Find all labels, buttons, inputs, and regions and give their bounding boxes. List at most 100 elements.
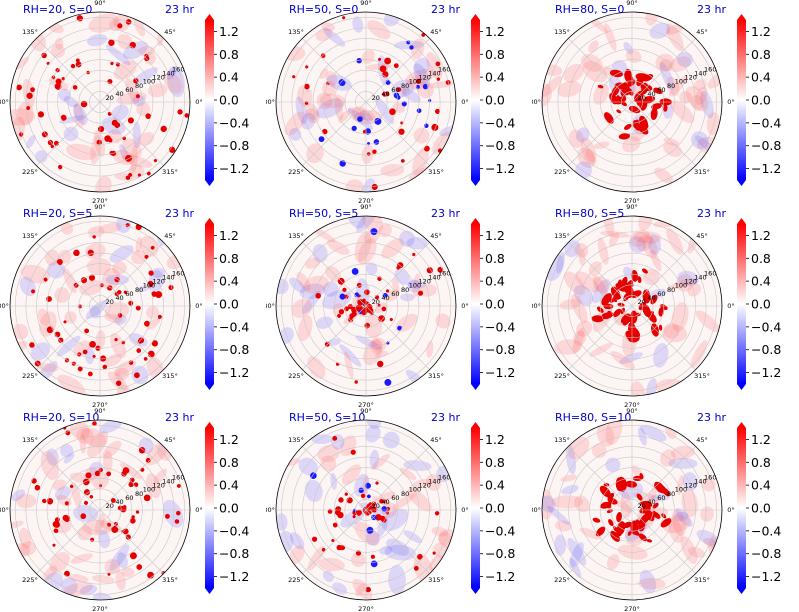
colorbar-gradient xyxy=(471,20,480,180)
field-cells xyxy=(542,420,720,594)
angle-tick-label: 270° xyxy=(92,197,108,204)
field-blob xyxy=(52,479,67,491)
convective-cell xyxy=(135,510,140,514)
convective-cell xyxy=(73,249,80,257)
convective-cell xyxy=(71,361,76,366)
angle-tick-label: 225° xyxy=(288,372,304,380)
convective-cell xyxy=(422,83,429,90)
convective-cell xyxy=(436,77,441,81)
convective-cell xyxy=(342,287,347,292)
convective-cell xyxy=(636,493,643,501)
convective-cell xyxy=(304,83,310,90)
field-blob xyxy=(153,468,168,485)
angular-gridline xyxy=(568,38,633,103)
field-blob xyxy=(319,93,347,108)
convective-cell xyxy=(75,61,82,68)
field-blob xyxy=(633,231,662,244)
field-blob xyxy=(26,134,36,149)
convective-cell xyxy=(357,116,363,122)
convective-cell xyxy=(409,45,414,50)
angular-gridline xyxy=(36,446,101,511)
convective-cell xyxy=(370,554,376,559)
field-blob xyxy=(695,310,720,333)
colorbar-tick-label: 0.8 xyxy=(485,47,505,62)
field-blob xyxy=(569,557,582,578)
field-blob xyxy=(691,131,709,150)
convective-cell xyxy=(609,69,623,78)
panel-rh80-s10: RH=80, S=10 23 hr 20 40 60 80 100 120 140 160 0° 45… xyxy=(532,408,798,612)
field-blob xyxy=(677,270,699,286)
convective-cell xyxy=(351,125,357,131)
angular-gridline xyxy=(302,509,367,574)
colorbar-tick-label: 0.0 xyxy=(485,93,505,108)
angle-tick-label: 315° xyxy=(694,576,710,584)
radial-tick-label: 40 xyxy=(647,90,655,98)
angle-tick-label: 315° xyxy=(162,576,178,584)
convective-cell xyxy=(616,512,622,523)
convective-cell xyxy=(372,149,377,154)
colorbar-tick-label: 0.4 xyxy=(751,274,771,289)
field-blob xyxy=(351,106,367,121)
radial-tick-label: 120 xyxy=(152,278,164,286)
field-blob xyxy=(115,570,126,591)
field-blob xyxy=(623,42,634,55)
angle-tick-label: 45° xyxy=(164,28,176,36)
convective-cell xyxy=(339,293,346,300)
convective-cell xyxy=(365,482,371,489)
convective-cell xyxy=(384,378,392,386)
field-blob xyxy=(554,339,582,355)
colorbar-tick-label: 0.8 xyxy=(485,455,505,470)
convective-cell xyxy=(389,108,396,116)
field-blob xyxy=(640,424,667,442)
convective-cell xyxy=(52,521,59,528)
convective-cell xyxy=(31,478,37,484)
convective-cell xyxy=(601,293,612,306)
convective-cell xyxy=(151,340,158,347)
convective-cell xyxy=(125,534,131,540)
convective-cell xyxy=(620,481,627,493)
radial-tick-label: 80 xyxy=(135,490,143,498)
field-blob xyxy=(146,357,164,379)
field-blob xyxy=(122,138,142,159)
colorbar: 1.2 0.8 0.4 0.0 −0.4 −0.8 −1.2 xyxy=(737,422,781,594)
colorbar-gradient xyxy=(205,224,214,384)
radial-tick-label: 40 xyxy=(381,498,389,506)
field-blob xyxy=(60,222,74,235)
field-blob xyxy=(679,91,692,104)
convective-cell xyxy=(372,506,376,510)
convective-cell xyxy=(144,320,151,327)
convective-cell xyxy=(134,372,140,379)
convective-cell xyxy=(305,65,309,69)
colorbar-tick-label: 0.4 xyxy=(219,274,239,289)
radial-tick-label: 160 xyxy=(438,270,450,278)
convective-cell xyxy=(641,268,648,274)
angle-tick-label: 270° xyxy=(624,401,640,408)
convective-cell xyxy=(616,109,622,114)
angle-tick-label: 0° xyxy=(727,302,734,310)
polar-outline xyxy=(275,11,457,193)
field-blob xyxy=(685,86,709,112)
field-blob xyxy=(614,499,633,513)
convective-cell xyxy=(121,471,127,477)
field-blob xyxy=(76,427,94,445)
convective-cell xyxy=(92,354,96,358)
convective-cell xyxy=(625,480,638,488)
colorbar-extend-max xyxy=(737,218,746,224)
radial-tick-label: 100 xyxy=(409,486,421,494)
convective-cell xyxy=(135,305,141,311)
panel-rh80-s5: RH=80, S=5 23 hr 20 40 60 80 100 120 140 160 0° 45°… xyxy=(532,204,798,408)
field-blob xyxy=(649,22,671,39)
convective-cell xyxy=(136,348,142,353)
colorbar: 1.2 0.8 0.4 0.0 −0.4 −0.8 −1.2 xyxy=(205,422,249,594)
angular-gridline xyxy=(365,101,430,166)
convective-cell xyxy=(371,183,378,191)
radial-tick-label: 60 xyxy=(657,290,665,298)
field-blob xyxy=(102,440,122,459)
angular-gridline xyxy=(36,509,101,574)
angle-tick-label: 180° xyxy=(266,506,275,514)
convective-cell xyxy=(174,519,180,524)
convective-cell xyxy=(423,145,430,152)
